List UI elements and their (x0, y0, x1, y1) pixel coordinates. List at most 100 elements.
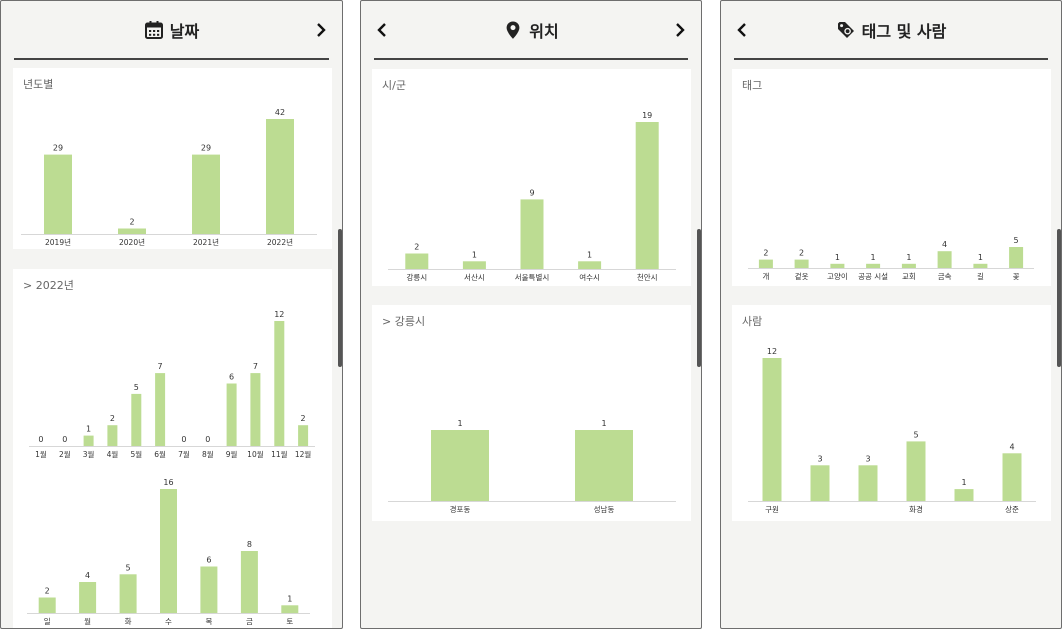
chart-bar[interactable] (200, 566, 218, 614)
header-divider (734, 58, 1048, 60)
chart-bar[interactable] (160, 489, 177, 613)
x-tick-label: 12월 (295, 449, 312, 459)
card-title: 시/군 (382, 79, 406, 92)
chart-bar[interactable] (38, 597, 56, 614)
weekday-chart: 2 일 4 월 5 화 16 수 6 목 8 금 1 토 (27, 478, 310, 626)
calendar-icon (144, 20, 164, 40)
chart-bar[interactable] (83, 435, 94, 446)
chart-bar[interactable] (794, 259, 809, 268)
x-tick-label: 3월 (83, 449, 95, 459)
chart-bar[interactable] (118, 228, 146, 235)
chart-bar[interactable] (810, 465, 830, 502)
chart-bar[interactable] (866, 263, 881, 268)
bar-value-label: 2 (799, 249, 804, 258)
chart-bar[interactable] (44, 154, 72, 234)
chart-bar[interactable] (937, 251, 952, 268)
x-tick-label: 2020년 (119, 237, 145, 247)
chart-bar[interactable] (250, 373, 261, 446)
bar-value-label: 1 (906, 253, 911, 262)
chart-bar[interactable] (973, 263, 988, 268)
year-detail-card: > 2022년 0 1월 0 2월 1 3월 2 4월 5 5월 7 6월 0 7월 0 8월 6 9월 7 10월 1… (13, 269, 332, 628)
bar-value-label: 19 (642, 111, 652, 120)
scroll-handle[interactable] (1057, 229, 1061, 367)
x-tick-label: 7월 (178, 449, 190, 459)
x-tick-label: 개 (762, 271, 769, 281)
chart-bar[interactable] (858, 465, 878, 502)
bar-value-label: 5 (126, 563, 131, 572)
card-title: 사람 (742, 315, 763, 328)
chart-bar[interactable] (298, 425, 309, 446)
panel-title: 태그 및 사람 (861, 22, 947, 41)
next-arrow-icon[interactable] (312, 20, 330, 40)
prev-arrow-icon[interactable] (733, 20, 751, 40)
chart-bar[interactable] (1002, 453, 1022, 501)
chart-bar[interactable] (119, 574, 137, 614)
chart-bar[interactable] (107, 425, 118, 446)
panel-header: 날짜 (1, 1, 342, 60)
chart-bar[interactable] (462, 261, 486, 269)
location-pin-icon (503, 20, 523, 40)
bar-value-label: 1 (472, 250, 477, 259)
chart-bar[interactable] (954, 489, 974, 501)
bar-value-label: 2 (414, 243, 419, 252)
x-tick-label: 2022년 (267, 237, 293, 247)
header-divider (374, 58, 688, 60)
month-chart: 0 1월 0 2월 1 3월 2 4월 5 5월 7 6월 0 7월 0 8월 6 9월 7 10월 12 11월 2 12월 (29, 310, 315, 459)
card-title[interactable]: > 2022년 (23, 279, 74, 292)
chart-bar[interactable] (1009, 247, 1024, 268)
bar-value-label: 9 (529, 188, 534, 197)
chart-bar[interactable] (405, 253, 429, 270)
x-tick-label: 금속 (938, 272, 952, 281)
card-title[interactable]: > 강릉시 (382, 315, 426, 328)
bar-value-label: 6 (229, 373, 234, 382)
bar-value-label: 12 (274, 310, 284, 319)
chart-bar[interactable] (192, 154, 220, 234)
bar-value-label: 2 (763, 249, 768, 258)
scroll-handle[interactable] (338, 229, 342, 367)
card-title: 년도별 (23, 78, 54, 91)
chart-bar[interactable] (575, 430, 633, 501)
bar-value-label: 0 (181, 435, 186, 444)
next-arrow-icon[interactable] (671, 20, 689, 40)
chart-bar[interactable] (79, 582, 97, 613)
bar-value-label: 8 (247, 540, 252, 549)
chart-bar[interactable] (274, 321, 285, 446)
chart-bar[interactable] (155, 373, 166, 446)
chart-bar[interactable] (906, 441, 926, 501)
city-detail-card: > 강릉시 1 경포동 1 성남동 (372, 305, 691, 521)
bar-value-label: 1 (961, 478, 966, 487)
chart-bar[interactable] (758, 259, 773, 268)
chart-bar[interactable] (431, 430, 489, 501)
bar-value-label: 0 (62, 435, 67, 444)
bar-value-label: 29 (53, 144, 63, 153)
scroll-handle[interactable] (697, 229, 701, 367)
tag-card: 태그 2 개 2 겉옷 1 고양이 1 공공 시설 1 교회 4 금속 1 길 5 꽃 (732, 69, 1051, 286)
city-card: 시/군 2 강릉시 1 서산시 9 서울특별시 1 여수시 19 천안시 (372, 69, 691, 286)
year-chart: 29 2019년 2 2020년 29 2021년 42 2022년 (21, 108, 317, 247)
chart-bar[interactable] (830, 263, 845, 268)
chart-bar[interactable] (762, 358, 782, 501)
x-tick-label: 2019년 (45, 237, 71, 247)
x-tick-label: 화 (125, 617, 132, 626)
bar-value-label: 2 (301, 414, 306, 423)
people-card: 사람 12 구원 3 3 5 화경 1 4 상준 (732, 305, 1051, 521)
chart-bar[interactable] (901, 263, 916, 268)
prev-arrow-icon[interactable] (373, 20, 391, 40)
bar-value-label: 0 (38, 435, 43, 444)
x-tick-label: 9월 (226, 449, 238, 459)
bar-value-label: 2 (129, 218, 134, 227)
bar-value-label: 2 (110, 414, 115, 423)
x-tick-label: 토 (286, 617, 293, 626)
chart-bar[interactable] (226, 383, 237, 447)
chart-bar[interactable] (131, 393, 142, 446)
x-tick-label: 성남동 (594, 505, 615, 514)
chart-bar[interactable] (520, 199, 544, 269)
chart-bar[interactable] (240, 551, 258, 613)
chart-bar[interactable] (635, 122, 659, 269)
panel-header: 위치 (361, 1, 701, 60)
chart-bar[interactable] (281, 605, 299, 614)
bar-value-label: 1 (871, 253, 876, 262)
people-chart: 12 구원 3 3 5 화경 1 4 상준 (748, 347, 1036, 514)
chart-bar[interactable] (578, 261, 602, 269)
chart-bar[interactable] (266, 119, 294, 234)
